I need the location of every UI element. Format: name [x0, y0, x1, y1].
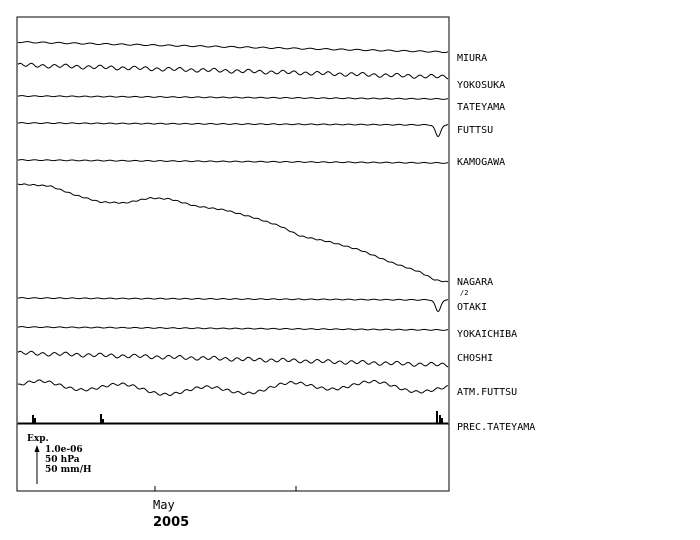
series-line-yokaichiba — [17, 326, 449, 331]
legend-scale-strain: 1.0e-06 — [45, 445, 83, 455]
series-line-yokosuka — [17, 62, 449, 80]
legend-scale-pressure: 50 hPa — [45, 455, 80, 465]
series-labels: MIURA YOKOSUKA TATEYAMA FUTTSU KAMOGAWA NAGAR… — [457, 53, 535, 433]
precipitation-bar — [439, 415, 441, 423]
series-label-atm-futtsu: ATM.FUTTSU — [457, 387, 517, 398]
series-label-nagara: NAGARA — [457, 277, 493, 288]
series-line-nagara — [17, 183, 449, 283]
series-line-tateyama — [17, 95, 449, 100]
series-line-miura — [17, 41, 449, 54]
series-label-yokosuka: YOKOSUKA — [457, 80, 505, 91]
precipitation-bar — [436, 411, 438, 423]
precipitation-bar — [100, 414, 102, 423]
series-label-miura: MIURA — [457, 53, 487, 64]
series-label-choshi: CHOSHI — [457, 353, 493, 364]
x-year-label: 2005 — [153, 515, 189, 530]
series-line-otaki — [17, 297, 449, 313]
precipitation-bar — [102, 419, 104, 423]
series-label-yokaichiba: YOKAICHIBA — [457, 329, 517, 340]
legend-label: Exp. — [27, 434, 49, 444]
series-label-prec-tateyama: PREC.TATEYAMA — [457, 422, 535, 433]
series-label-tateyama: TATEYAMA — [457, 102, 505, 113]
legend-arrow-head — [34, 445, 40, 452]
series-line-kamogawa — [17, 159, 449, 164]
series-line-choshi — [17, 350, 449, 368]
scale-legend: Exp. 1.0e-06 50 hPa 50 mm/H — [27, 434, 92, 484]
precipitation-bar — [34, 418, 36, 423]
series-traces — [17, 41, 449, 424]
series-sublabel-nagara: /2 — [460, 289, 468, 297]
series-label-otaki: OTAKI — [457, 302, 487, 313]
x-axis: May 2005 — [153, 486, 297, 530]
series-line-futtsu — [17, 122, 449, 138]
precipitation-bar — [32, 415, 34, 423]
x-month-label: May — [153, 498, 175, 512]
series-line-atm-futtsu — [17, 379, 449, 396]
series-label-kamogawa: KAMOGAWA — [457, 157, 505, 168]
legend-scale-precipitation: 50 mm/H — [45, 465, 92, 475]
series-label-futtsu: FUTTSU — [457, 125, 493, 136]
plot-frame — [16, 16, 450, 492]
precipitation-bar — [441, 418, 443, 423]
